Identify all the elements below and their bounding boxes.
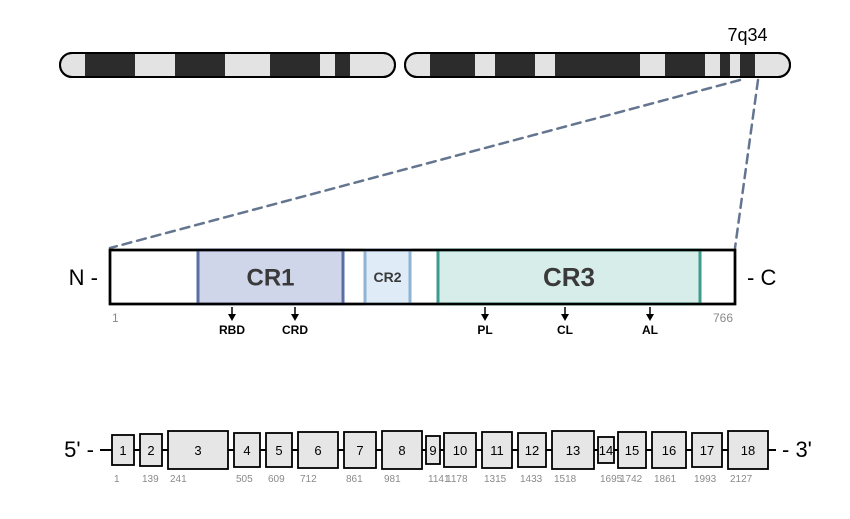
exon-number-14: 14 xyxy=(599,443,613,458)
q-band-5 xyxy=(740,53,755,77)
arrow-head-pl xyxy=(481,314,489,321)
q-band-0 xyxy=(430,53,475,77)
locus-label: 7q34 xyxy=(727,25,767,45)
exon-pos-2: 139 xyxy=(142,474,159,485)
exon-number-3: 3 xyxy=(194,443,201,458)
diagram-root: 7q34 CR1 CR2 CR3 N - - C 1 766 RBD CRD PL CL AL 5' - -… xyxy=(0,0,850,519)
sublabel-pl: PL xyxy=(477,323,492,337)
exon-pos-17: 1993 xyxy=(694,474,717,485)
exon-number-17: 17 xyxy=(700,443,714,458)
exon-number-18: 18 xyxy=(741,443,755,458)
zoom-line-from_left xyxy=(110,80,740,248)
exon-pos-15: 1742 xyxy=(620,474,643,485)
arrow-head-crd xyxy=(291,314,299,321)
domain-label-cr1: CR1 xyxy=(246,264,294,291)
p-band-2 xyxy=(270,53,320,77)
exon-number-2: 2 xyxy=(147,443,154,458)
aa-end: 766 xyxy=(713,311,733,325)
arrow-head-al xyxy=(646,314,654,321)
exon-number-11: 11 xyxy=(490,443,504,458)
q-band-4 xyxy=(720,53,730,77)
exon-pos-11: 1315 xyxy=(484,474,507,485)
sublabel-cl: CL xyxy=(557,323,573,337)
exon-number-5: 5 xyxy=(275,443,282,458)
sublabel-rbd: RBD xyxy=(219,323,245,337)
q-band-1 xyxy=(495,53,535,77)
exon-pos-16: 1861 xyxy=(654,474,677,485)
exon-number-6: 6 xyxy=(314,443,321,458)
exon-number-8: 8 xyxy=(398,443,405,458)
sublabel-al: AL xyxy=(642,323,658,337)
arrow-head-rbd xyxy=(228,314,236,321)
n-terminal-label: N - xyxy=(69,265,98,290)
domain-label-cr2: CR2 xyxy=(373,269,401,285)
zoom-line-from_right xyxy=(735,80,758,248)
diagram-svg: 7q34 CR1 CR2 CR3 N - - C 1 766 RBD CRD PL CL AL 5' - -… xyxy=(0,0,850,519)
p-band-1 xyxy=(175,53,225,77)
five-prime-label: 5' - xyxy=(64,437,94,462)
exon-pos-10: 1178 xyxy=(446,474,468,485)
exon-pos-7: 861 xyxy=(346,474,363,485)
exon-number-16: 16 xyxy=(662,443,676,458)
exon-number-13: 13 xyxy=(566,443,580,458)
q-band-2 xyxy=(555,53,640,77)
domain-label-cr3: CR3 xyxy=(543,262,595,292)
sublabel-crd: CRD xyxy=(282,323,308,337)
exon-pos-13: 1518 xyxy=(554,474,577,485)
exon-number-10: 10 xyxy=(453,443,467,458)
exon-number-7: 7 xyxy=(356,443,363,458)
p-band-0 xyxy=(85,53,135,77)
arrow-head-cl xyxy=(561,314,569,321)
exon-pos-4: 505 xyxy=(236,474,253,485)
exon-number-9: 9 xyxy=(429,443,436,458)
aa-start: 1 xyxy=(112,311,119,325)
exon-pos-3: 241 xyxy=(170,474,187,485)
q-band-3 xyxy=(665,53,705,77)
exon-number-1: 1 xyxy=(119,443,126,458)
exon-pos-8: 981 xyxy=(384,474,401,485)
exon-pos-5: 609 xyxy=(268,474,285,485)
exon-number-12: 12 xyxy=(525,443,539,458)
exon-pos-1: 1 xyxy=(114,474,120,485)
exon-pos-18: 2127 xyxy=(730,474,753,485)
exon-number-15: 15 xyxy=(625,443,639,458)
exon-pos-6: 712 xyxy=(300,474,317,485)
p-band-3 xyxy=(335,53,350,77)
exon-number-4: 4 xyxy=(243,443,250,458)
c-terminal-label: - C xyxy=(747,265,776,290)
exon-pos-12: 1433 xyxy=(520,474,543,485)
three-prime-label: - 3' xyxy=(782,437,812,462)
